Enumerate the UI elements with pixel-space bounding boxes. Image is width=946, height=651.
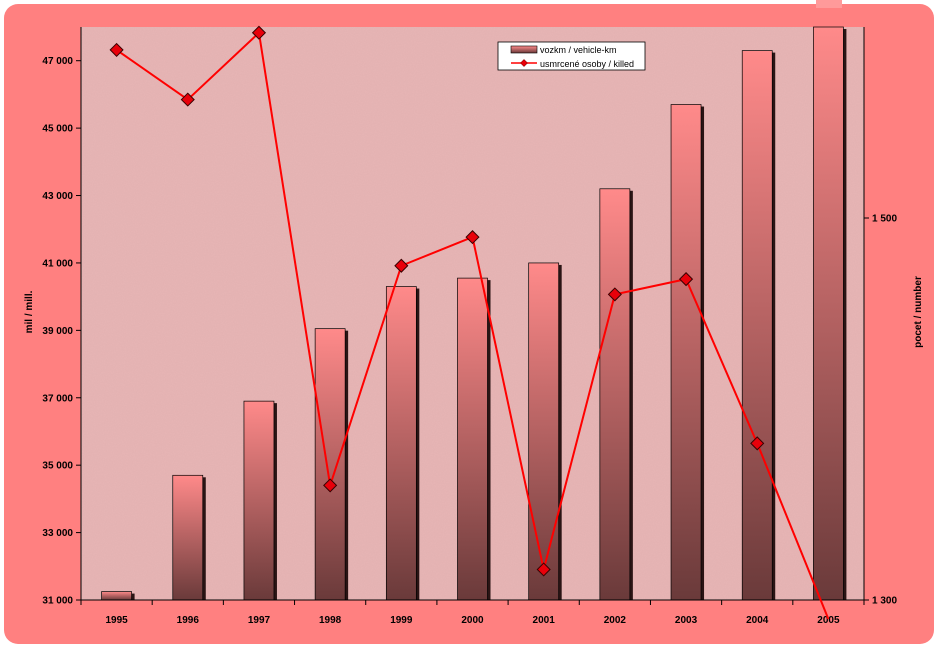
killed-marker-2004 xyxy=(750,436,765,451)
y2-tick-label: 1 300 xyxy=(872,596,897,607)
bar-1995 xyxy=(101,591,132,601)
y-tick-label: 39 000 xyxy=(42,326,73,337)
y-tick-label: 47 000 xyxy=(42,56,73,67)
x-tick-label: 2001 xyxy=(533,615,556,626)
y2-tick-label: 1 500 xyxy=(872,214,897,225)
x-tick-label: 2002 xyxy=(604,615,627,626)
y2-axis-title: pocet / number xyxy=(913,276,924,348)
killed-marker-1997 xyxy=(251,25,267,40)
legend-bar-swatch xyxy=(510,45,538,54)
x-tick-label: 2000 xyxy=(461,615,484,626)
y-tick-label: 41 000 xyxy=(42,258,73,269)
y-tick-label: 45 000 xyxy=(42,124,73,135)
x-tick-label: 1999 xyxy=(390,615,413,626)
x-tick-label: 2003 xyxy=(675,615,698,626)
bar-2000 xyxy=(457,277,488,601)
bar-2001 xyxy=(528,262,560,601)
axes-layer: 31 000 33 000 35 000 37 000 39 000 41 000 43 0… xyxy=(42,27,897,626)
legend-line-label: usmrcené osoby / killed xyxy=(540,59,634,69)
legend: vozkm / vehicle-km usmrcené osoby / kill… xyxy=(497,41,646,71)
bar-1998 xyxy=(314,328,346,601)
corner-accent xyxy=(816,0,842,8)
y-tick-label: 31 000 xyxy=(42,596,73,607)
y-tick-label: 35 000 xyxy=(42,461,73,472)
killed-marker-2002 xyxy=(607,287,622,302)
y-axis-title: mil / mill. xyxy=(24,290,35,333)
killed-marker-1999 xyxy=(394,258,409,273)
killed-marker-1996 xyxy=(180,92,195,107)
legend-line-marker xyxy=(520,59,528,67)
y-tick-label: 33 000 xyxy=(42,528,73,539)
bar-1999 xyxy=(385,286,417,601)
x-tick-label: 1995 xyxy=(105,615,128,626)
x-tick-label: 1997 xyxy=(248,615,271,626)
bar-1997 xyxy=(243,400,275,601)
x-tick-label: 1998 xyxy=(319,615,342,626)
x-tick-label: 2004 xyxy=(746,615,769,626)
bar-2005 xyxy=(813,26,844,601)
killed-marker-2001 xyxy=(536,562,551,577)
bar-1996 xyxy=(172,474,204,601)
killed-marker-1995 xyxy=(109,42,124,57)
bars-layer xyxy=(101,26,847,601)
y-tick-label: 43 000 xyxy=(42,191,73,202)
killed-marker-2003 xyxy=(678,272,694,287)
bar-2003 xyxy=(670,104,702,601)
killed-marker-1998 xyxy=(323,478,338,493)
x-tick-label: 2005 xyxy=(817,615,840,626)
y-tick-label: 37 000 xyxy=(42,393,73,404)
legend-bar-label: vozkm / vehicle-km xyxy=(540,45,617,55)
x-tick-label: 1996 xyxy=(177,615,200,626)
killed-marker-2000 xyxy=(465,230,480,245)
line-layer xyxy=(109,25,830,620)
bar-2004 xyxy=(741,50,773,601)
bar-2002 xyxy=(599,188,631,601)
